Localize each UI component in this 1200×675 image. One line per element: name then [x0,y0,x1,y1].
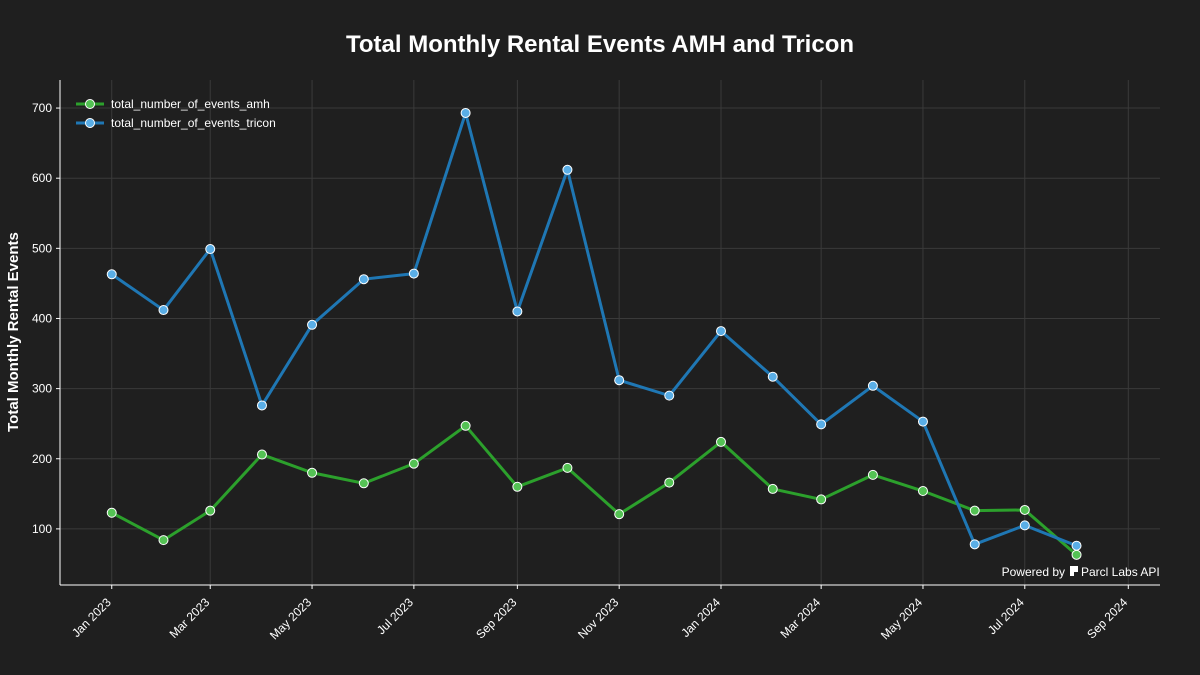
x-tick-label: Mar 2023 [167,595,213,641]
data-point [307,319,318,330]
y-tick-label: 700 [32,101,52,115]
data-point [158,305,169,316]
data-point [562,462,573,473]
data-point [614,375,625,386]
y-tick-label: 200 [32,452,52,466]
x-tick-label: Sep 2024 [1084,595,1130,641]
x-tick-label: Jan 2024 [678,595,723,640]
y-tick-label: 400 [32,311,52,325]
x-tick-label: Mar 2024 [778,595,824,641]
legend-swatch-marker [85,118,95,128]
data-point [867,380,878,391]
y-tick-labels: 100 200 300 400 500 600 700 [32,101,52,536]
x-tick-labels: Jan 2023 Mar 2023 May 2023 Jul 2023 Sep 2023… [69,595,1131,642]
data-point [158,535,169,546]
legend-label: total_number_of_events_amh [111,97,270,111]
data-point [716,436,727,447]
grid-lines [60,80,1160,585]
data-point [106,507,117,518]
legend-item: total_number_of_events_tricon [76,116,276,130]
x-tick-label: Sep 2023 [473,595,519,641]
data-point [205,505,216,516]
data-point [969,539,980,550]
data-point [307,467,318,478]
x-tick-label: Jul 2023 [374,595,416,637]
data-point [664,390,675,401]
x-tick-label: May 2024 [878,595,925,642]
series-group [106,107,1082,560]
series-total_number_of_events_tricon [106,107,1082,551]
series-line [111,424,1078,556]
y-tick-label: 600 [32,171,52,185]
axes [56,80,1160,589]
data-point [460,420,471,431]
data-point [917,416,928,427]
data-point [205,244,216,255]
data-point [512,481,523,492]
data-point [562,164,573,175]
data-point [1019,520,1030,531]
y-axis-label: Total Monthly Rental Events [5,232,22,432]
series-total_number_of_events_amh [106,420,1082,560]
x-tick-label: Jul 2024 [985,595,1027,637]
data-point [816,494,827,505]
data-point [358,478,369,489]
parcl-logo-icon [1070,566,1078,576]
legend: total_number_of_events_amh total_number_o… [76,97,276,130]
watermark-brand: Parcl Labs API [1081,565,1160,579]
data-point [460,107,471,118]
data-point [358,274,369,285]
data-point [1071,540,1082,551]
data-point [1071,549,1082,560]
data-point [408,458,419,469]
x-tick-label: Jan 2023 [69,595,114,640]
data-point [716,326,727,337]
x-tick-label: May 2023 [267,595,314,642]
data-point [106,269,117,280]
chart-title: Total Monthly Rental Events AMH and Tric… [346,31,854,58]
y-tick-label: 100 [32,522,52,536]
y-tick-label: 300 [32,382,52,396]
data-point [917,486,928,497]
data-point [867,469,878,480]
x-tick-label: Nov 2023 [575,595,621,641]
data-point [816,419,827,430]
powered-by-watermark: Powered by Parcl Labs API [1002,565,1160,579]
data-point [256,449,267,460]
series-line [110,111,1078,548]
watermark-powered-by: Powered by [1002,565,1065,579]
data-point [664,477,675,488]
data-point [969,505,980,516]
data-point [256,400,267,411]
data-point [767,483,778,494]
legend-swatch-marker [85,99,95,109]
y-tick-label: 500 [32,241,52,255]
data-point [408,268,419,279]
data-point [767,371,778,382]
data-point [1019,504,1030,515]
legend-label: total_number_of_events_tricon [111,116,276,130]
data-point [512,306,523,317]
legend-item: total_number_of_events_amh [76,97,270,111]
data-point [614,509,625,520]
